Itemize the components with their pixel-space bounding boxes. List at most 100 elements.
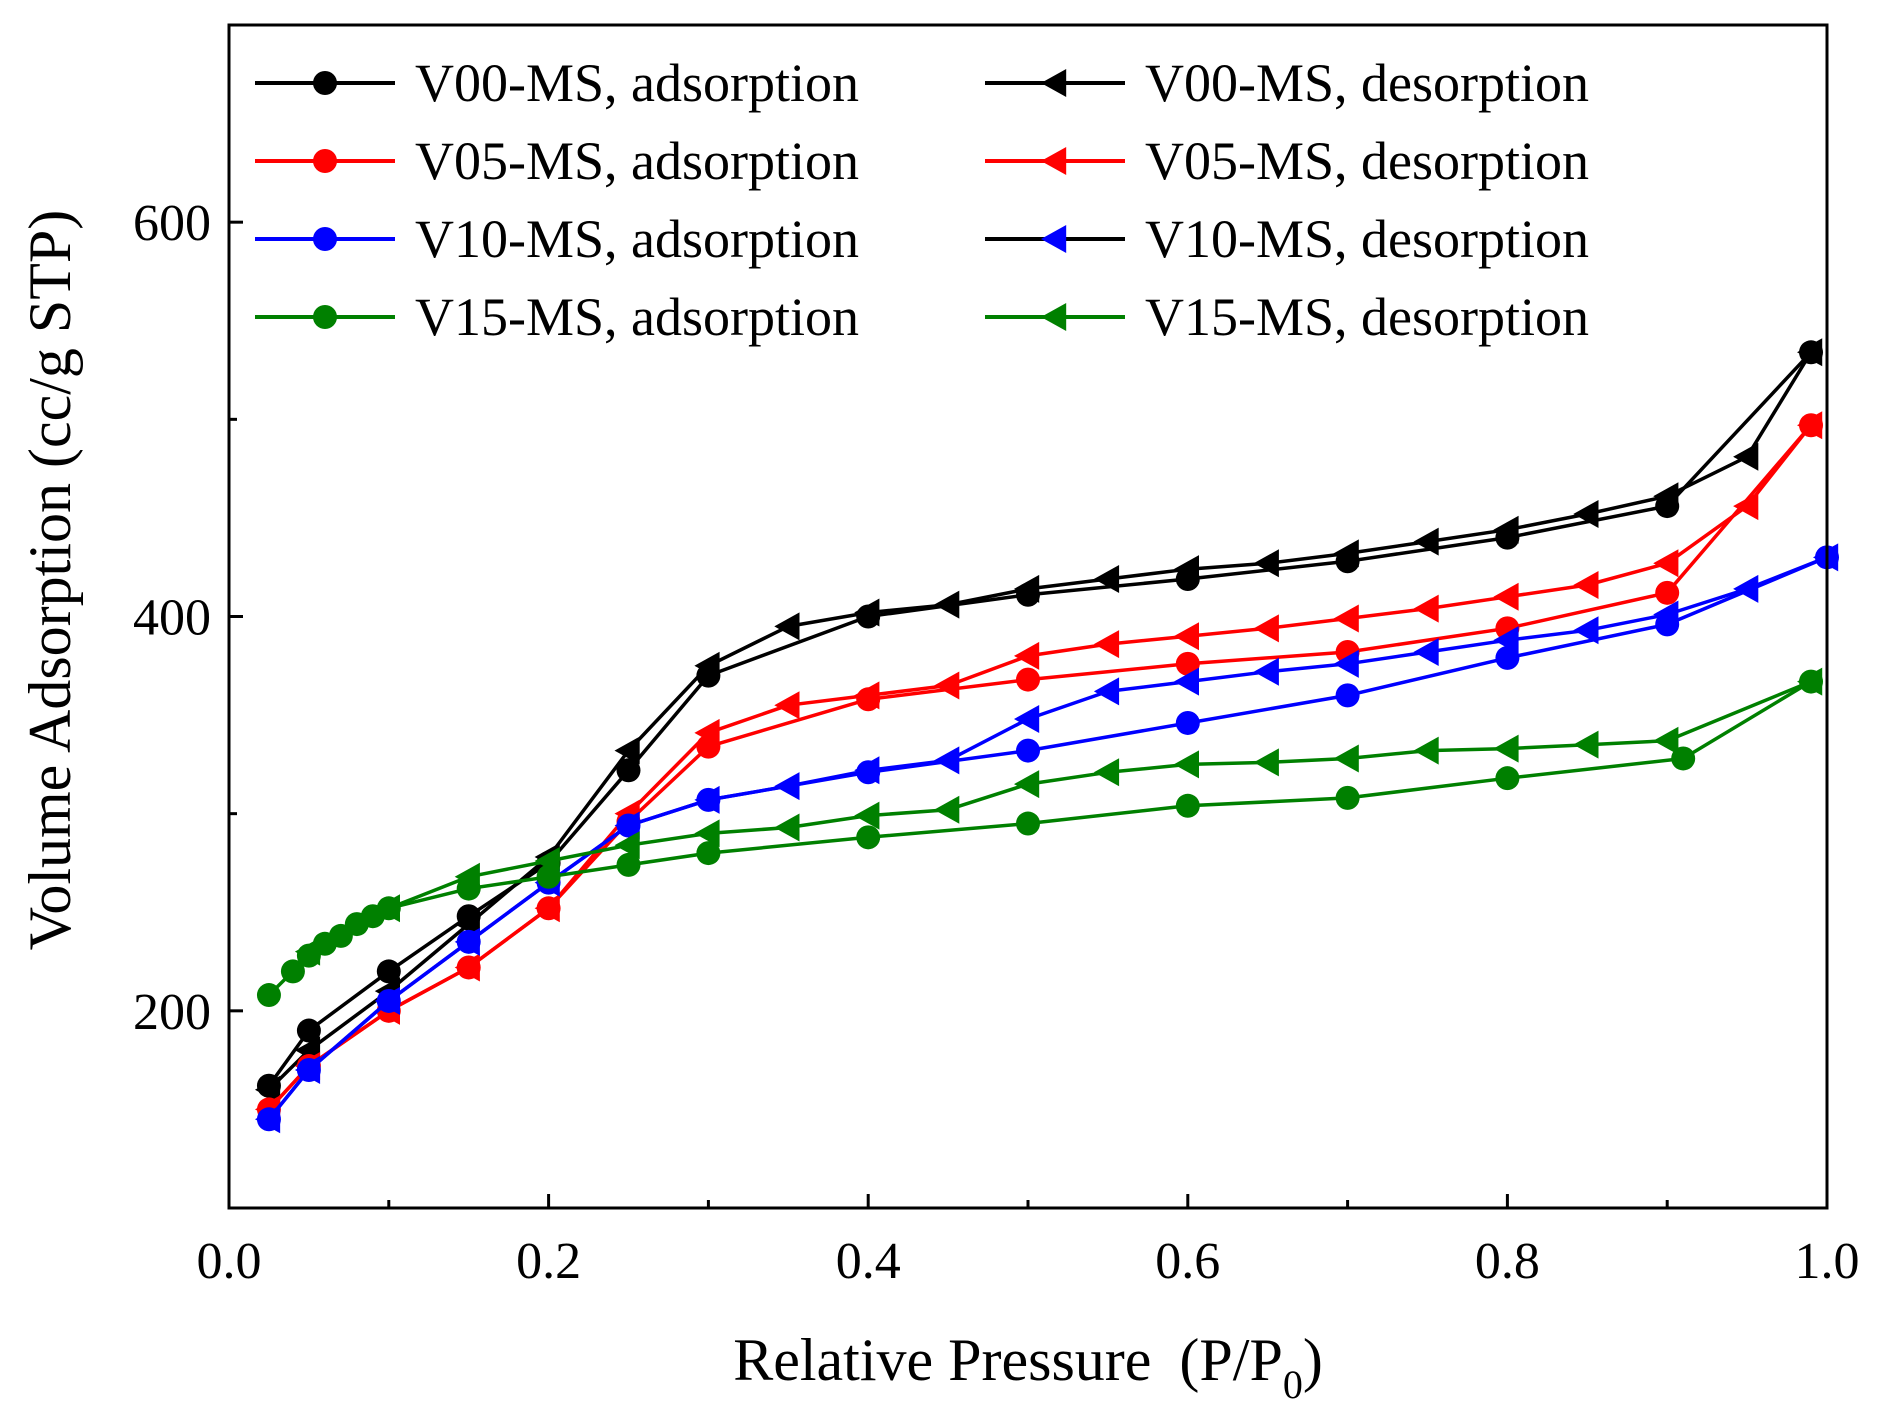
legend-label: V15-MS, desorption [1145,287,1589,347]
data-point [1495,766,1520,791]
data-point [1733,442,1759,471]
legend-entry: V05-MS, desorption [985,131,1589,191]
data-point [696,841,721,866]
data-point [1493,515,1519,544]
data-point [934,671,960,700]
data-point [1016,738,1040,763]
x-axis-title-main: Relative Pressure [733,1327,1151,1393]
legend-label: V00-MS, desorption [1145,53,1589,113]
data-point [256,983,281,1008]
data-point [1333,744,1359,773]
data-point [454,953,480,982]
data-point [1253,549,1279,578]
data-point [1797,338,1823,367]
series-6 [254,543,1839,1134]
data-point [1493,626,1519,655]
legend: V00-MS, adsorption V00-MS, desorption V05-… [255,53,1589,347]
data-point [856,825,881,850]
series-2 [254,338,1823,1104]
data-point [1413,637,1439,666]
data-point [1333,604,1359,633]
data-point [1653,549,1679,578]
data-point [254,1105,281,1134]
data-point [934,746,960,775]
data-point [1093,758,1120,787]
legend-label: V00-MS, adsorption [415,53,859,113]
data-point [1093,565,1120,594]
data-point [1413,527,1439,556]
legend-label: V15-MS, adsorption [415,287,859,347]
legend-label: V05-MS, adsorption [415,131,859,191]
data-point [1493,734,1519,763]
data-point [1493,582,1519,611]
series-line [267,351,1813,1087]
data-point [1173,555,1199,584]
data-point [1655,580,1680,605]
data-point [1093,677,1120,706]
data-point [1173,622,1199,651]
y-tick-label: 200 [133,984,211,1041]
data-point [614,736,640,765]
data-point [694,785,720,814]
data-point [1573,570,1599,599]
data-point [854,598,880,627]
data-point [694,718,720,747]
data-point [454,927,480,956]
x-axis-title-subscript: 0 [1283,1362,1303,1407]
data-point [254,1075,281,1104]
data-point [774,813,800,842]
legend-label: V05-MS, desorption [1145,131,1589,191]
data-point [280,959,305,984]
data-point [1014,574,1040,603]
data-point [1173,667,1199,696]
data-point [374,894,400,923]
data-point [534,846,560,875]
data-point [1014,641,1040,670]
data-point [1333,649,1359,678]
data-point [374,986,400,1015]
data-point [934,795,960,824]
legend-marker [313,149,337,173]
data-point [1175,793,1200,818]
data-point [1653,482,1679,511]
data-point [294,1055,321,1084]
data-point [774,772,800,801]
legend-marker [1041,147,1067,175]
data-point [296,1018,321,1043]
y-tick-label: 400 [133,590,211,647]
legend-entry: V10-MS, adsorption [255,209,859,269]
legend-label: V10-MS, adsorption [415,209,859,269]
data-point [774,612,800,641]
data-point [1495,645,1520,670]
data-point [376,959,401,984]
series-8 [294,667,1823,966]
data-point [1093,630,1120,659]
x-tick-label: 0.4 [836,1233,901,1290]
legend-marker [313,305,337,329]
legend-entry: V10-MS, desorption [985,209,1589,269]
legend-marker [1041,303,1067,331]
data-point [854,801,880,830]
data-point [1335,683,1360,708]
data-point [614,831,640,860]
data-point [1573,730,1599,759]
data-point [1333,539,1359,568]
x-axis-title-unit: (P/P [1179,1327,1282,1393]
data-point [1413,594,1439,623]
legend-marker [313,71,337,95]
data-point [1573,616,1599,645]
data-point [1413,736,1439,765]
data-point [1653,600,1679,629]
legend-label: V10-MS, desorption [1145,209,1589,269]
legend-entry: V15-MS, desorption [985,287,1589,347]
data-point [1733,492,1759,521]
ticks-layer: 0.0 0.2 0.4 0.6 0.8 1.0 200 400 600 [133,195,1860,1290]
data-point [694,651,720,680]
series-layer [254,338,1839,1134]
data-point [454,862,480,891]
legend-marker [1041,69,1067,97]
legend-entry: V15-MS, adsorption [255,287,859,347]
data-point [1014,705,1040,734]
data-point [1175,651,1200,676]
